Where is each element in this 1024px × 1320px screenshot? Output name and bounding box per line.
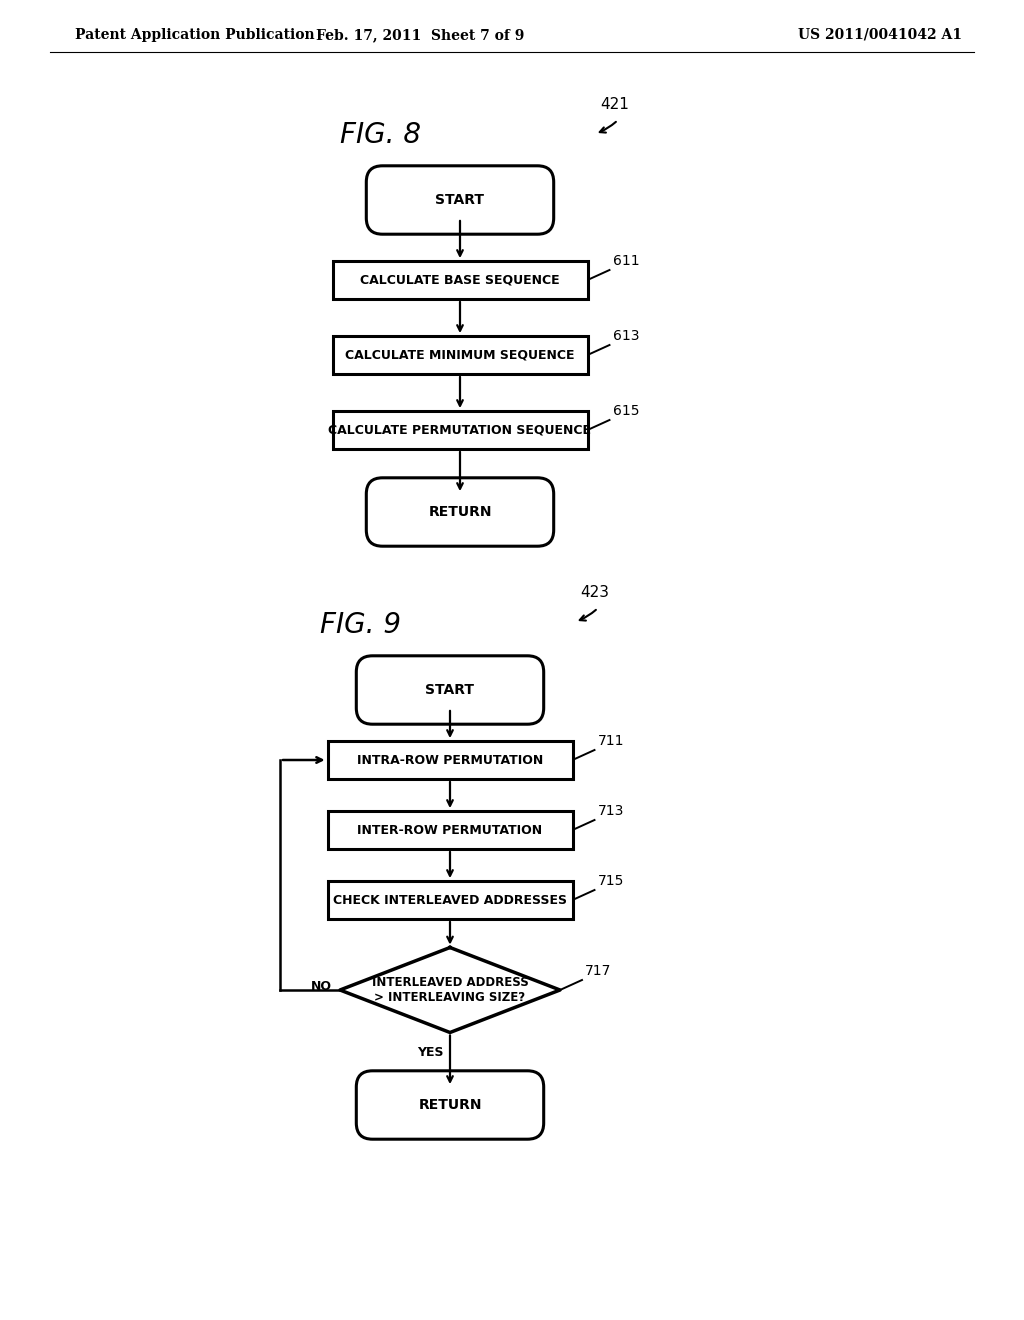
Text: 611: 611 <box>612 253 639 268</box>
Text: FIG. 9: FIG. 9 <box>319 611 401 639</box>
Text: CALCULATE PERMUTATION SEQUENCE: CALCULATE PERMUTATION SEQUENCE <box>329 424 592 437</box>
Bar <box>333 337 588 374</box>
FancyBboxPatch shape <box>356 1071 544 1139</box>
Text: INTERLEAVED ADDRESS
> INTERLEAVING SIZE?: INTERLEAVED ADDRESS > INTERLEAVING SIZE? <box>372 975 528 1005</box>
Text: RETURN: RETURN <box>428 506 492 519</box>
Text: 423: 423 <box>580 585 609 601</box>
Text: 615: 615 <box>612 404 639 418</box>
Text: FIG. 8: FIG. 8 <box>340 121 421 149</box>
FancyBboxPatch shape <box>356 656 544 725</box>
Text: RETURN: RETURN <box>418 1098 481 1111</box>
Bar <box>328 810 572 849</box>
Text: 613: 613 <box>612 329 639 343</box>
Bar <box>333 261 588 300</box>
Bar <box>328 880 572 919</box>
FancyBboxPatch shape <box>367 166 554 234</box>
Text: START: START <box>435 193 484 207</box>
Text: 711: 711 <box>597 734 624 748</box>
Text: Feb. 17, 2011  Sheet 7 of 9: Feb. 17, 2011 Sheet 7 of 9 <box>315 28 524 42</box>
Text: CALCULATE MINIMUM SEQUENCE: CALCULATE MINIMUM SEQUENCE <box>345 348 574 362</box>
Text: START: START <box>426 682 474 697</box>
FancyBboxPatch shape <box>367 478 554 546</box>
Text: 717: 717 <box>585 964 611 978</box>
Bar <box>328 741 572 779</box>
Text: CHECK INTERLEAVED ADDRESSES: CHECK INTERLEAVED ADDRESSES <box>333 894 567 907</box>
Text: US 2011/0041042 A1: US 2011/0041042 A1 <box>798 28 962 42</box>
Text: CALCULATE BASE SEQUENCE: CALCULATE BASE SEQUENCE <box>360 273 560 286</box>
Bar <box>333 411 588 449</box>
Polygon shape <box>340 948 560 1032</box>
Text: 421: 421 <box>600 96 629 112</box>
Text: INTER-ROW PERMUTATION: INTER-ROW PERMUTATION <box>357 824 543 837</box>
Text: Patent Application Publication: Patent Application Publication <box>75 28 314 42</box>
Text: INTRA-ROW PERMUTATION: INTRA-ROW PERMUTATION <box>357 754 543 767</box>
Text: YES: YES <box>417 1047 443 1060</box>
Text: NO: NO <box>311 979 332 993</box>
Text: 715: 715 <box>597 874 624 888</box>
Text: 713: 713 <box>597 804 624 818</box>
